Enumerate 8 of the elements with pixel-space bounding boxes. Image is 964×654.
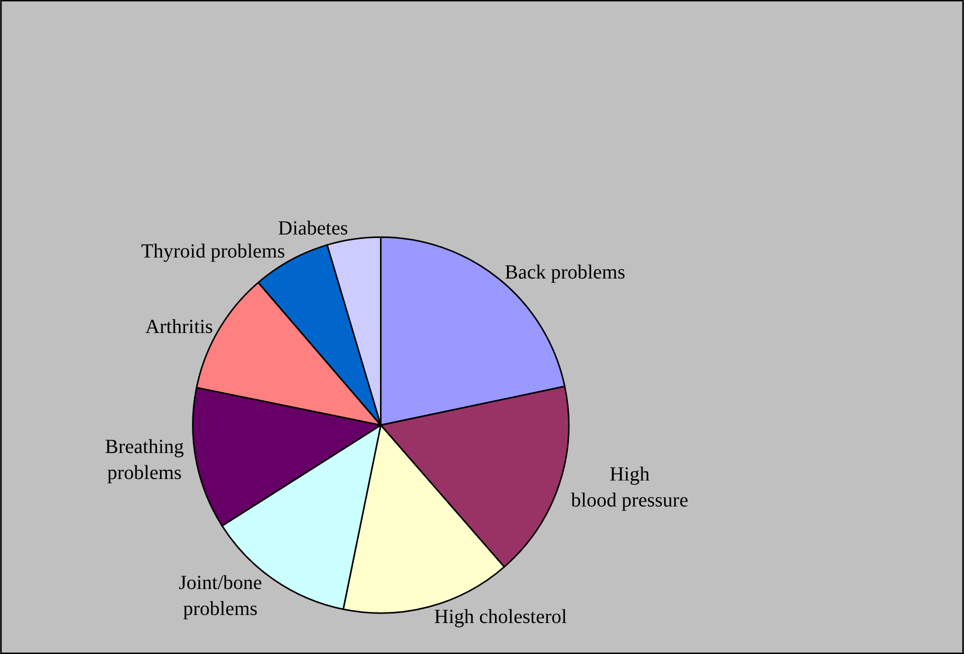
slice-label: Joint/bone problems	[178, 572, 262, 620]
slice-label: High cholesterol	[434, 606, 568, 628]
slice-label: High blood pressure	[571, 463, 688, 512]
slice-label: Back problems	[504, 262, 626, 284]
slice-label: Arthritis	[145, 316, 214, 338]
slice-label: Breathing problems	[105, 436, 184, 484]
slice-label: Thyroid problems	[141, 240, 286, 263]
slice-label: Diabetes	[278, 217, 348, 240]
